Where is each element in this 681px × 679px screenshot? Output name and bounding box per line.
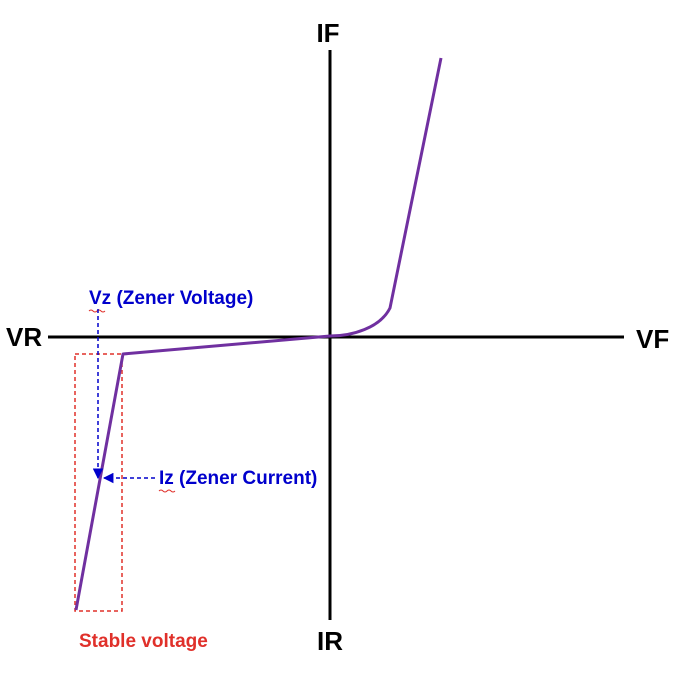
axis-label-vf: VF [636,324,669,354]
zener-voltage-label-underline [88,309,106,313]
zener-voltage-label: Vz (Zener Voltage) [89,288,253,309]
zener-current-label: Iz (Zener Current) [159,468,317,489]
zener-current-label-underline [158,489,176,493]
axis-label-if: IF [316,18,339,48]
stable-voltage-label: Stable voltage [79,631,208,652]
axis-label-ir: IR [317,626,343,656]
axis-label-vr: VR [6,322,42,352]
iv-curve [74,57,443,611]
